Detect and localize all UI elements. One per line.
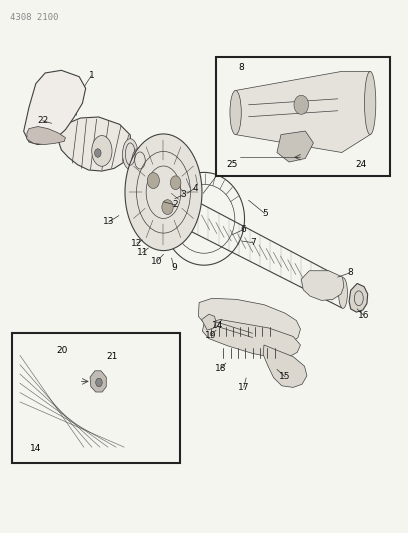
Text: 5: 5 <box>262 209 268 218</box>
Circle shape <box>147 173 160 189</box>
Text: 20: 20 <box>56 346 68 355</box>
Circle shape <box>96 378 102 387</box>
Text: 8: 8 <box>347 268 353 277</box>
Text: 4308 2100: 4308 2100 <box>10 13 59 22</box>
Text: 3: 3 <box>180 190 186 199</box>
Bar <box>11 333 180 463</box>
Text: 8: 8 <box>239 63 244 72</box>
Polygon shape <box>202 314 216 330</box>
Ellipse shape <box>132 148 148 173</box>
Polygon shape <box>90 371 106 392</box>
Ellipse shape <box>364 71 376 135</box>
Circle shape <box>171 176 181 190</box>
Text: 19: 19 <box>205 331 216 340</box>
Polygon shape <box>202 319 300 358</box>
Text: 10: 10 <box>151 257 163 265</box>
Polygon shape <box>301 271 344 301</box>
Text: 15: 15 <box>279 372 291 381</box>
Text: 24: 24 <box>355 160 366 169</box>
Text: 1: 1 <box>89 71 94 80</box>
Text: 21: 21 <box>107 352 118 361</box>
Circle shape <box>162 200 173 215</box>
Text: 6: 6 <box>241 225 246 234</box>
Text: 11: 11 <box>137 248 148 257</box>
Polygon shape <box>198 298 300 344</box>
Bar <box>216 57 390 176</box>
Text: 7: 7 <box>250 238 255 247</box>
Polygon shape <box>263 345 307 387</box>
Polygon shape <box>277 131 313 162</box>
Text: 22: 22 <box>37 116 48 125</box>
Polygon shape <box>58 117 131 171</box>
Ellipse shape <box>230 91 241 135</box>
Text: 14: 14 <box>212 321 224 330</box>
Text: 9: 9 <box>171 263 177 272</box>
Text: 2: 2 <box>173 200 178 209</box>
Polygon shape <box>24 70 86 144</box>
Polygon shape <box>27 126 65 144</box>
Polygon shape <box>349 284 368 312</box>
Text: 25: 25 <box>226 160 237 169</box>
Ellipse shape <box>125 134 202 251</box>
Ellipse shape <box>122 139 138 169</box>
Polygon shape <box>235 71 370 152</box>
Text: 17: 17 <box>238 383 249 392</box>
Ellipse shape <box>339 278 348 309</box>
Circle shape <box>95 149 101 157</box>
Ellipse shape <box>92 135 112 166</box>
Circle shape <box>294 95 308 114</box>
Text: 18: 18 <box>215 364 226 373</box>
Text: 14: 14 <box>30 444 42 453</box>
Text: 13: 13 <box>103 217 115 227</box>
Text: 16: 16 <box>358 311 369 320</box>
Text: 4: 4 <box>192 183 198 192</box>
Text: 12: 12 <box>131 239 142 248</box>
